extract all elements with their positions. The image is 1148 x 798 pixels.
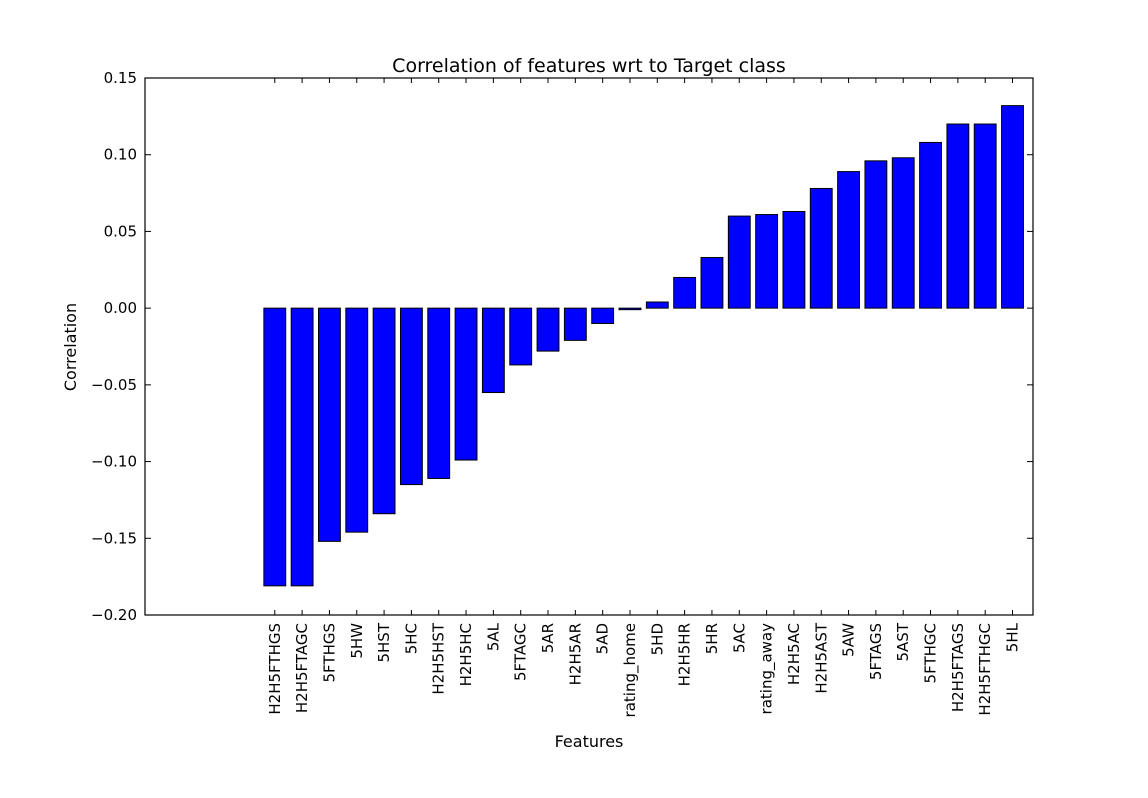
bar-H2H5HST [427, 307, 451, 479]
bar-5AC [727, 215, 751, 309]
y-tick-label: −0.20 [91, 606, 137, 624]
x-tick-label: 5HW [348, 623, 366, 659]
bar-5AR [536, 307, 560, 352]
x-tick-label: rating_away [758, 623, 777, 715]
bar-rating_away [755, 214, 779, 309]
bar-5HR [700, 257, 724, 309]
bar-5FTHGS [318, 307, 341, 542]
x-tick-label: 5FTHGC [922, 623, 940, 683]
bar-5HC [399, 307, 423, 486]
x-tick-label: 5FTHGS [320, 623, 338, 683]
bar-5AW [837, 171, 861, 309]
y-axis-ticks: 0.15 0.10 0.05 0.00 −0.05 −0.10 −0.15 −0.20 [91, 69, 1033, 624]
bar-H2H5AR [563, 307, 587, 341]
bar-5FTHGC [919, 141, 942, 309]
x-tick-label: 5AR [539, 623, 557, 653]
bar-H2H5FTHGS [263, 307, 287, 587]
x-tick-label: rating_home [621, 623, 640, 717]
bar-H2H5AST [809, 187, 833, 309]
plot-frame [144, 77, 1034, 616]
x-tick-label: H2H5HR [676, 623, 694, 686]
x-tick-label: 5FTAGC [512, 623, 530, 681]
bar-rating_home [618, 307, 642, 311]
x-tick-label: H2H5FTAGC [293, 623, 311, 713]
x-tick-label: 5AD [594, 623, 612, 654]
y-tick-label: −0.05 [91, 376, 137, 394]
bar-5HL [1001, 105, 1024, 309]
x-tick-label: 5FTAGS [867, 623, 885, 680]
bar-5AL [481, 307, 505, 394]
x-tick-label: H2H5FTAGS [949, 623, 967, 712]
x-axis-ticks: H2H5FTHGS H2H5FTAGC 5FTHGS 5HW 5HST 5HC H2H5HS… [266, 78, 1022, 717]
x-tick-label: 5HST [375, 622, 393, 662]
x-tick-label: 5HC [402, 623, 420, 654]
bar-H2H5FTHGC [973, 123, 997, 309]
x-tick-label: H2H5FTHGC [976, 623, 994, 716]
x-tick-label: 5HD [648, 623, 666, 655]
x-tick-label: 5HR [703, 623, 721, 654]
bar-5FTAGC [509, 307, 533, 366]
y-tick-label: −0.10 [91, 453, 137, 471]
x-tick-label: H2H5AC [785, 623, 803, 685]
x-tick-label: H2H5AR [566, 623, 584, 685]
bar-H2H5FTAGC [290, 307, 314, 587]
x-tick-label: 5AW [840, 623, 858, 657]
bars-group [263, 105, 1024, 587]
bar-5FTAGS [864, 160, 888, 309]
bar-5AD [591, 307, 615, 324]
y-tick-label: 0.15 [104, 69, 137, 87]
x-axis-label: Features [555, 732, 624, 751]
x-tick-label: 5AC [730, 623, 748, 653]
bar-H2H5AC [782, 210, 806, 309]
x-tick-label: 5AL [484, 622, 502, 651]
x-tick-label: H2H5FTHGS [266, 623, 284, 715]
bar-H2H5HR [673, 276, 697, 309]
y-tick-label: 0.00 [104, 299, 137, 317]
bar-H2H5HC [454, 307, 478, 461]
x-tick-label: H2H5HST [430, 622, 448, 694]
y-tick-label: −0.15 [91, 529, 137, 547]
y-tick-label: 0.10 [104, 146, 137, 164]
y-tick-label: 0.05 [104, 222, 137, 240]
x-tick-label: H2H5HC [457, 623, 475, 686]
bar-5HD [645, 301, 669, 309]
x-tick-label: 5AST [894, 622, 912, 661]
bar-5HW [345, 307, 369, 533]
x-tick-label: 5HL [1004, 622, 1022, 652]
bar-5AST [891, 157, 915, 309]
x-tick-label: H2H5AST [812, 622, 830, 693]
bar-H2H5FTAGS [946, 123, 970, 309]
y-axis-label: Correlation [61, 303, 80, 391]
chart-title: Correlation of features wrt to Target cl… [392, 55, 786, 77]
bar-5HST [372, 307, 396, 515]
